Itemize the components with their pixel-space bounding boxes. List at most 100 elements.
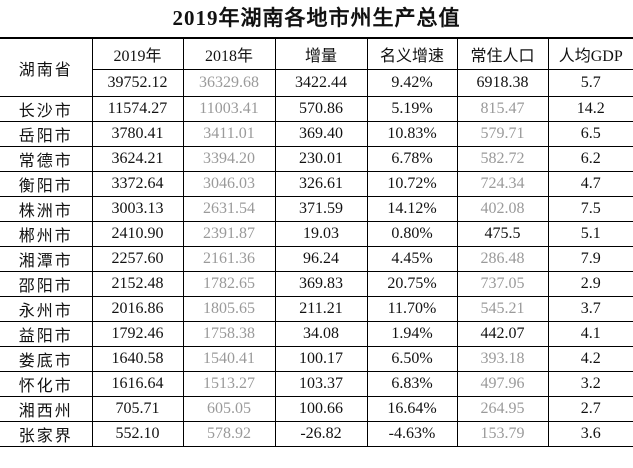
cell-value: 1.94%: [366, 321, 458, 347]
cell-value: 2016.86: [91, 296, 184, 322]
city-row: 益阳市 1792.46 1758.38 34.08 1.94% 442.07 4.1: [0, 321, 633, 347]
city-row: 怀化市 1616.64 1513.27 103.37 6.83% 497.96 3.2: [0, 371, 633, 397]
cell-value: 4.45%: [366, 246, 458, 272]
cell-value: 371.59: [274, 196, 368, 222]
column-header: 常住人口: [456, 38, 549, 70]
cell-value: 4.2: [547, 346, 633, 372]
province-row: 39752.12 36329.68 3422.44 9.42% 6918.38 5.7: [0, 69, 633, 97]
cell-value: 579.71: [456, 121, 549, 147]
cell-value: 6.5: [547, 121, 633, 147]
cell-value: 3411.01: [182, 121, 276, 147]
region-name: 岳阳市: [0, 121, 93, 147]
cell-value: 19.03: [274, 221, 368, 247]
city-row: 常德市 3624.21 3394.20 230.01 6.78% 582.72 6.2: [0, 146, 633, 172]
region-name: 衡阳市: [0, 171, 93, 197]
cell-value: 3624.21: [91, 146, 184, 172]
region-name: 长沙市: [0, 96, 93, 122]
cell-value: 2391.87: [182, 221, 276, 247]
cell-value: 3.6: [547, 421, 633, 447]
cell-value: 737.05: [456, 271, 549, 297]
gdp-table: 湖南省 2019年 2018年 增量 名义增速 常住人口 人均GDP 39752.12 3632…: [0, 38, 633, 447]
cell-value: 96.24: [274, 246, 368, 272]
cell-value: 14.12%: [366, 196, 458, 222]
cell-value: 5.19%: [366, 96, 458, 122]
cell-value: 264.95: [456, 396, 549, 422]
cell-value: 2.9: [547, 271, 633, 297]
cell-value: 100.66: [274, 396, 368, 422]
cell-value: 39752.12: [92, 69, 184, 97]
cell-value: 230.01: [274, 146, 368, 172]
cell-value: 2152.48: [91, 271, 184, 297]
cell-value: 2161.36: [182, 246, 276, 272]
region-name: 湖南省: [0, 38, 93, 97]
cell-value: 578.92: [182, 421, 276, 447]
cell-value: 369.83: [274, 271, 368, 297]
cell-value: -4.63%: [366, 421, 458, 447]
region-name: 张家界: [0, 421, 93, 447]
city-row: 邵阳市 2152.48 1782.65 369.83 20.75% 737.05 2.9: [0, 271, 633, 297]
city-row: 娄底市 1640.58 1540.41 100.17 6.50% 393.18 4.2: [0, 346, 633, 372]
cell-value: 705.71: [91, 396, 184, 422]
cell-value: 4.7: [547, 171, 633, 197]
cell-value: 6.2: [547, 146, 633, 172]
cell-value: 0.80%: [366, 221, 458, 247]
cell-value: 4.1: [547, 321, 633, 347]
city-row: 张家界 552.10 578.92 -26.82 -4.63% 153.79 3.6: [0, 421, 633, 447]
cell-value: 3372.64: [91, 171, 184, 197]
city-row: 岳阳市 3780.41 3411.01 369.40 10.83% 579.71 6.5: [0, 121, 633, 147]
cell-value: 369.40: [274, 121, 368, 147]
region-name: 娄底市: [0, 346, 93, 372]
column-header: 增量: [274, 38, 368, 70]
region-name: 湘潭市: [0, 246, 93, 272]
cell-value: 442.07: [456, 321, 549, 347]
table-title: 2019年湖南各地市州生产总值: [0, 0, 633, 38]
cell-value: -26.82: [274, 421, 368, 447]
region-name: 益阳市: [0, 321, 93, 347]
cell-value: 16.64%: [366, 396, 458, 422]
cell-value: 6.50%: [366, 346, 458, 372]
region-name: 永州市: [0, 296, 93, 322]
cell-value: 10.72%: [366, 171, 458, 197]
cell-value: 6.83%: [366, 371, 458, 397]
column-header: 人均GDP: [547, 38, 633, 70]
cell-value: 1616.64: [91, 371, 184, 397]
cell-value: 11.70%: [366, 296, 458, 322]
region-name: 湘西州: [0, 396, 93, 422]
cell-value: 100.17: [274, 346, 368, 372]
cell-value: 3.7: [547, 296, 633, 322]
region-name: 株洲市: [0, 196, 93, 222]
region-name: 邵阳市: [0, 271, 93, 297]
city-row: 衡阳市 3372.64 3046.03 326.61 10.72% 724.34 4.7: [0, 171, 633, 197]
cell-value: 582.72: [456, 146, 549, 172]
cell-value: 2631.54: [182, 196, 276, 222]
city-row: 湘潭市 2257.60 2161.36 96.24 4.45% 286.48 7.9: [0, 246, 633, 272]
cell-value: 36329.68: [182, 69, 276, 97]
cell-value: 3.2: [547, 371, 633, 397]
cell-value: 1540.41: [182, 346, 276, 372]
region-name: 郴州市: [0, 221, 93, 247]
cell-value: 2410.90: [91, 221, 184, 247]
cell-value: 5.7: [547, 69, 633, 97]
cell-value: 9.42%: [366, 69, 458, 97]
cell-value: 475.5: [456, 221, 549, 247]
cell-value: 3003.13: [91, 196, 184, 222]
cell-value: 2257.60: [91, 246, 184, 272]
cell-value: 3046.03: [182, 171, 276, 197]
cell-value: 11003.41: [182, 96, 276, 122]
cell-value: 545.21: [456, 296, 549, 322]
cell-value: 605.05: [182, 396, 276, 422]
city-row: 永州市 2016.86 1805.65 211.21 11.70% 545.21 3.7: [0, 296, 633, 322]
cell-value: 6.78%: [366, 146, 458, 172]
cell-value: 1805.65: [182, 296, 276, 322]
cell-value: 3422.44: [274, 69, 368, 97]
cell-value: 1792.46: [91, 321, 184, 347]
cell-value: 815.47: [456, 96, 549, 122]
cell-value: 5.1: [547, 221, 633, 247]
cell-value: 497.96: [456, 371, 549, 397]
city-row: 湘西州 705.71 605.05 100.66 16.64% 264.95 2.7: [0, 396, 633, 422]
city-row: 郴州市 2410.90 2391.87 19.03 0.80% 475.5 5.1: [0, 221, 633, 247]
column-header: 名义增速: [366, 38, 458, 70]
cell-value: 153.79: [456, 421, 549, 447]
city-row: 株洲市 3003.13 2631.54 371.59 14.12% 402.08 7.5: [0, 196, 633, 222]
